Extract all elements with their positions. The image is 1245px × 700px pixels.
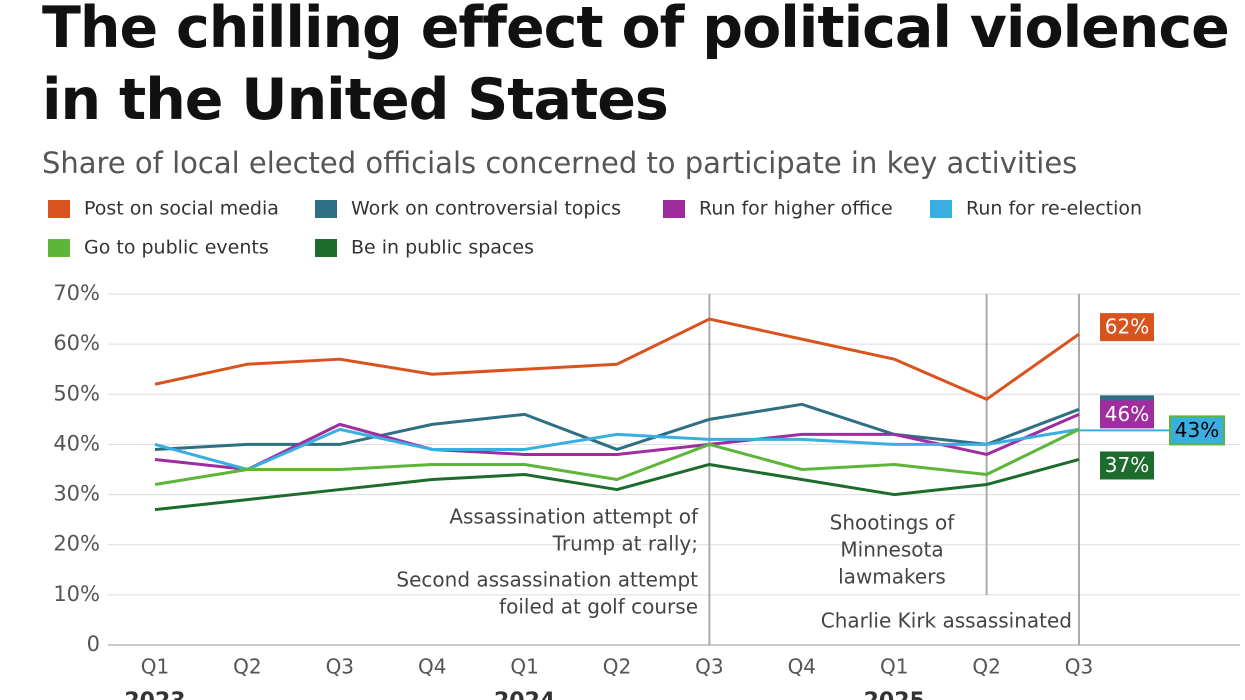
legend-swatch [315, 239, 337, 257]
end-label-box [1100, 400, 1154, 429]
x-tick-label: Q2 [233, 655, 261, 679]
legend-label: Be in public spaces [351, 237, 534, 259]
y-tick-label: 70% [53, 281, 100, 305]
series-line [154, 428, 1080, 487]
y-tick-label: 20% [53, 532, 100, 556]
y-tick-label: 10% [53, 582, 100, 606]
x-tick-label: Q3 [326, 655, 354, 679]
series-line [154, 458, 1080, 512]
y-tick-label: 40% [53, 431, 100, 455]
series-line [154, 412, 1080, 471]
series-line [154, 427, 1080, 471]
year-label: 2024 [494, 689, 555, 700]
legend-label: Go to public events [84, 237, 269, 259]
x-tick-label: Q2 [603, 655, 631, 679]
x-tick-label: Q4 [418, 655, 446, 679]
x-tick-label: Q1 [510, 655, 538, 679]
series-line [154, 402, 1080, 451]
x-tick-label: Q3 [695, 655, 723, 679]
legend-label: Work on controversial topics [351, 198, 621, 220]
annotation: lawmakers [838, 565, 946, 589]
y-tick-label: 60% [53, 331, 100, 355]
series-line [154, 317, 1080, 401]
end-label: 46% [1105, 402, 1149, 426]
legend-swatch [315, 200, 337, 218]
annotation: Minnesota [840, 538, 943, 562]
end-label: 62% [1105, 315, 1149, 339]
annotation: Second assassination attempt [396, 568, 698, 592]
legend-swatch [48, 200, 70, 218]
legend-swatch [930, 200, 952, 218]
end-label: 37% [1105, 453, 1149, 477]
year-label: 2025 [864, 689, 925, 700]
y-tick-label: 50% [53, 381, 100, 405]
end-label: 43% [1175, 418, 1219, 442]
x-tick-label: Q3 [1065, 655, 1093, 679]
x-tick-label: Q2 [972, 655, 1000, 679]
legend-label: Post on social media [84, 198, 279, 220]
annotation: foiled at golf course [499, 595, 698, 619]
annotation: Trump at rally; [552, 532, 698, 556]
x-tick-label: Q1 [141, 655, 169, 679]
y-tick-label: 30% [53, 482, 100, 506]
x-tick-label: Q4 [788, 655, 816, 679]
annotation: Charlie Kirk assassinated [821, 609, 1072, 633]
year-label: 2023 [124, 689, 185, 700]
annotation: Assassination attempt of [449, 505, 699, 529]
end-label-box [1169, 415, 1225, 446]
chart-title: The chilling effect of political violenc… [42, 0, 1230, 133]
legend-label: Run for re-election [966, 198, 1142, 220]
legend-swatch [663, 200, 685, 218]
y-tick-label: 0 [87, 632, 100, 656]
legend-label: Run for higher office [699, 198, 893, 220]
x-tick-label: Q1 [880, 655, 908, 679]
end-label-box [1100, 313, 1154, 342]
end-label-box [1100, 451, 1154, 480]
annotation: Shootings of [830, 511, 956, 535]
legend-swatch [48, 239, 70, 257]
chart-subtitle: Share of local elected officials concern… [42, 146, 1078, 180]
